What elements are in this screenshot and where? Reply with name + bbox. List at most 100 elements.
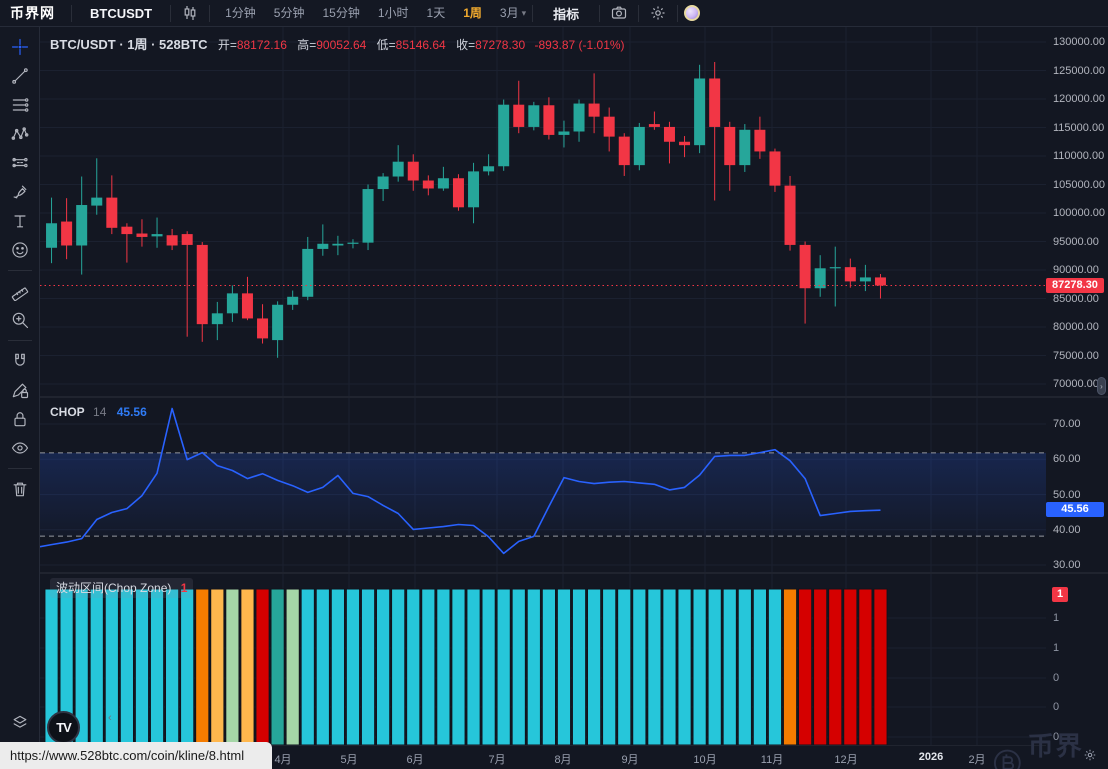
timeframe-button[interactable]: 1分钟 (225, 5, 256, 20)
time-axis-settings-icon[interactable] (1083, 748, 1097, 762)
chop-name: CHOP (50, 405, 85, 419)
xabcd-pattern-icon[interactable] (6, 120, 34, 148)
time-axis-label: 5月 (340, 754, 358, 766)
price-pane[interactable]: BTC/USDT · 1周 · 528BTC 开=88172.16 高=9005… (40, 27, 1046, 396)
candle (61, 198, 73, 260)
price-axis-label: 75000.00 (1053, 349, 1099, 362)
price-axis[interactable]: 130000.00 125000.00 120000.00 115000.00 1100… (1046, 27, 1108, 396)
candle (287, 290, 299, 310)
top-toolbar: 币界网 BTCUSDT 1分钟 5分钟 15分钟 1小时 1天 1周 3月 ▾ 指标 (0, 0, 1108, 27)
price-axis-label: 115000.00 (1053, 121, 1105, 134)
time-axis-label: 11月 (760, 754, 784, 766)
timeframe-button[interactable]: 1周 (463, 5, 482, 20)
price-axis-label: 130000.00 (1053, 36, 1105, 48)
axis-scroll-handle[interactable]: › (1097, 377, 1106, 395)
hide-all-icon[interactable] (6, 434, 34, 462)
chop-zone-bar (376, 588, 391, 745)
chop-axis[interactable]: 70.00 60.00 50.00 40.00 30.00 45.56 (1046, 398, 1108, 572)
candle (513, 80, 525, 134)
zoom-in-icon[interactable] (6, 306, 34, 334)
open-label: 开= (217, 38, 237, 52)
zone-axis-label: 1 (1053, 642, 1060, 654)
user-avatar[interactable] (684, 5, 701, 21)
candles-style-icon[interactable] (177, 3, 203, 23)
lock-all-icon[interactable] (6, 405, 34, 433)
chop-zone-bar (345, 588, 361, 745)
candle (226, 285, 238, 322)
symbol-button[interactable]: BTCUSDT (90, 5, 153, 21)
timeframe-button[interactable]: 15分钟 (322, 5, 360, 20)
chop-zone-pane[interactable]: 波动区间(Chop Zone) 1 (40, 574, 1046, 745)
price-axis-label: 110000.00 (1053, 150, 1105, 162)
separator (532, 4, 534, 22)
open-value: 88172.16 (236, 38, 287, 52)
timeframe-button[interactable]: 5分钟 (273, 5, 305, 20)
time-axis-label: 6月 (406, 754, 424, 766)
chop-zone-bar (828, 588, 843, 745)
chop-value: 45.56 (116, 405, 147, 419)
chop-zone-chart[interactable] (40, 574, 1046, 745)
candlestick-chart[interactable] (40, 27, 1046, 396)
chop-zone-bar (59, 588, 74, 745)
time-axis-label: 2月 (968, 754, 986, 766)
chop-zone-bar (406, 588, 421, 745)
text-icon[interactable] (6, 207, 34, 235)
emoji-icon[interactable] (6, 236, 34, 264)
pane-divider[interactable] (0, 572, 1108, 574)
change-value: -893.87 (-1.01%) (534, 38, 625, 52)
price-axis-label: 105000.00 (1053, 178, 1105, 191)
candle (679, 136, 691, 158)
chop-zone-bar (722, 588, 737, 745)
candle (603, 107, 615, 152)
candle (136, 219, 148, 247)
candle (317, 224, 329, 256)
chop-zone-bar (149, 588, 165, 745)
pane-collapse-button[interactable]: ‹ (108, 712, 112, 724)
draw-lock-icon[interactable] (6, 376, 34, 404)
candle (799, 241, 811, 324)
zone-axis[interactable]: 1 1 0 0 0 1 (1046, 574, 1108, 745)
price-axis-label: 125000.00 (1053, 64, 1105, 77)
chop-line-chart[interactable] (40, 398, 1046, 572)
pane-divider[interactable] (0, 396, 1108, 398)
timeframe-button[interactable]: 1天 (426, 5, 446, 20)
chop-zone-bar (225, 588, 240, 745)
chop-zone-bar (330, 588, 345, 745)
time-axis-label: 4月 (274, 754, 292, 766)
ruler-icon[interactable] (6, 277, 34, 305)
candle (181, 231, 193, 337)
long-position-icon[interactable] (6, 149, 34, 177)
chop-zone-bar (466, 588, 481, 745)
time-axis-label: 2026 (918, 751, 944, 763)
chop-zone-bar (89, 588, 104, 745)
magnet-icon[interactable] (6, 347, 34, 375)
timeframe-button[interactable]: 1小时 (377, 5, 409, 20)
fib-retracement-icon[interactable] (6, 91, 34, 119)
candle (829, 246, 841, 307)
separator (71, 4, 72, 22)
chevron-down-icon[interactable]: ▾ (521, 7, 527, 18)
trend-line-icon[interactable] (6, 62, 34, 90)
crosshair-icon[interactable] (6, 33, 34, 61)
candle (694, 64, 706, 154)
indicators-button[interactable]: 指标 (553, 6, 580, 22)
time-axis-label: 10月 (693, 754, 717, 766)
object-tree-icon[interactable] (6, 709, 34, 737)
timeframe-dropdown[interactable]: 3月 (499, 5, 519, 20)
candle (498, 99, 510, 171)
chop-indicator-pane[interactable]: CHOP 14 45.56 (40, 398, 1046, 572)
candle (437, 166, 449, 191)
candle (784, 175, 796, 251)
site-logo[interactable]: 币界网 (10, 5, 55, 21)
btc-circle-icon (993, 749, 1021, 769)
remove-all-icon[interactable] (6, 475, 34, 503)
brush-icon[interactable] (6, 178, 34, 206)
candle (663, 121, 675, 164)
gear-icon[interactable] (645, 3, 671, 23)
camera-icon[interactable] (606, 3, 632, 23)
candle (121, 223, 133, 263)
candle (241, 276, 253, 321)
tradingview-logo[interactable]: TV (47, 711, 80, 744)
separator (638, 4, 640, 22)
